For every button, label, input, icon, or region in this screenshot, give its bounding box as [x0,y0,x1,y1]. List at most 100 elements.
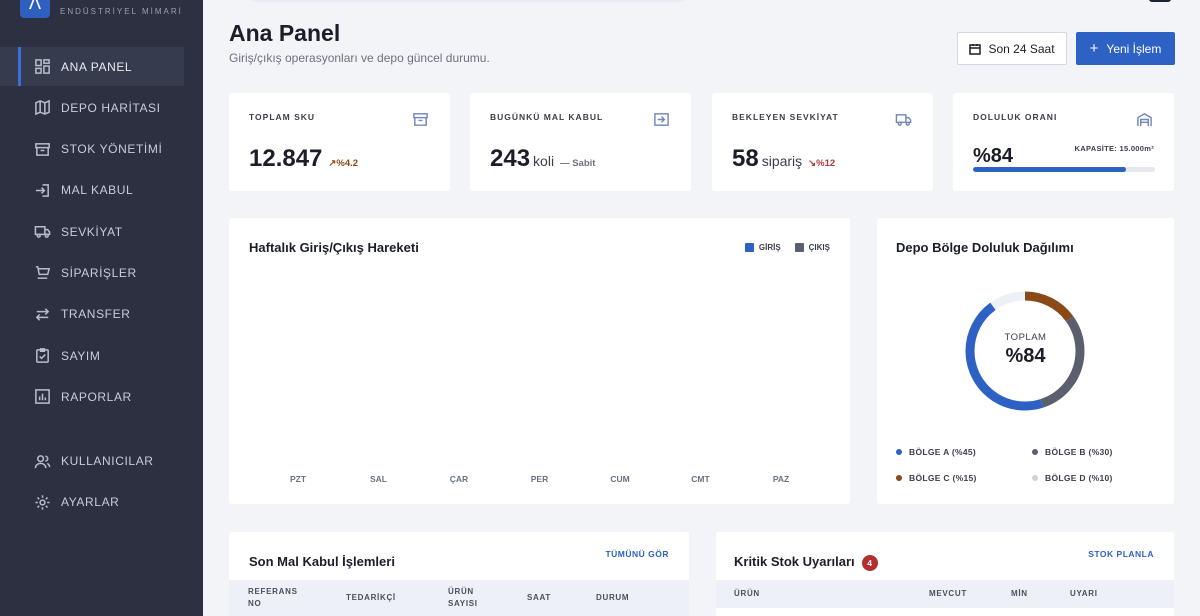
stat-card-receipts-today: BUGÜNKÜ MAL KABUL 243 koli — Sabit [470,93,691,191]
sidebar-item-label: SİPARİŞLER [61,265,137,280]
calendar-icon [969,43,982,55]
critical-title: Kritik Stok Uyarıları 4 [734,554,878,571]
stat-delta: ↗%4.2 [328,158,359,169]
cart-icon [33,264,51,282]
plus-icon: + [1089,40,1099,57]
brand-subtitle: ENDÜSTRİYEL MİMARİ [60,7,183,16]
legend-item-giris: GİRİŞ [744,243,781,252]
sidebar-item-sevkiyat[interactable]: SEVKİYAT [0,212,203,251]
zone-legend-b: BÖLGE B (%30) [1032,447,1113,457]
x-tick-label: PER [531,474,548,484]
donut-segment-a[interactable] [965,291,1085,411]
sidebar-item-label: STOK YÖNETİMİ [61,142,163,157]
column-header[interactable]: REFERANS NO [248,587,298,608]
sidebar-item-sayim[interactable]: SAYIM [0,336,203,375]
swap-arrows-icon [33,305,51,323]
time-range-label: Son 24 Saat [988,41,1055,56]
recent-receipts-card: Son Mal Kabul İşlemleri TÜMÜNÜ GÖR REFER… [229,532,689,616]
stat-value: %84 [973,145,1014,167]
sidebar-item-ayarlar[interactable]: AYARLAR [0,483,203,522]
column-header[interactable]: DURUM [596,593,630,602]
x-tick-label: SAL [370,474,387,484]
truck-icon [895,111,913,129]
column-header[interactable]: SAAT [527,593,551,602]
dashboard-icon [33,58,51,76]
stat-value: 58 [732,145,759,172]
stat-label: DOLULUK ORANI [973,112,1058,122]
zone-donut-chart [965,291,1085,411]
x-tick-label: ÇAR [450,474,468,484]
sidebar-item-label: AYARLAR [61,495,120,510]
time-range-button[interactable]: Son 24 Saat [957,32,1067,65]
column-header[interactable]: TEDARİKÇİ [346,593,396,602]
sidebar-item-kullanicilar[interactable]: KULLANICILAR [0,442,203,481]
column-header[interactable]: MEVCUT [929,589,967,598]
alert-count-badge: 4 [861,554,878,571]
stat-unit: sipariş [761,153,803,169]
x-tick-label: PZT [290,474,307,484]
weekly-chart-title: Haftalık Giriş/Çıkış Hareketi [249,240,419,255]
stat-card-pending-shipments: BEKLEYEN SEVKİYAT 58 sipariş ↘%12 [712,93,933,191]
login-arrow-icon [33,181,51,199]
new-transaction-button[interactable]: + Yeni İşlem [1076,32,1175,65]
top-search-bar[interactable] [250,0,686,2]
chart-legend: GİRİŞ ÇIKIŞ [731,243,830,252]
new-transaction-label: Yeni İşlem [1106,41,1162,56]
sidebar-item-label: DEPO HARİTASI [61,100,161,115]
zone-legend-d: BÖLGE D (%10) [1032,473,1113,483]
weekly-movement-card: Haftalık Giriş/Çıkış Hareketi GİRİŞ ÇIKI… [229,218,850,504]
sidebar-item-label: KULLANICILAR [61,454,154,469]
x-tick-label: CMT [691,474,710,484]
critical-stock-card: Kritik Stok Uyarıları 4 STOK PLANLA ÜRÜN … [716,532,1174,616]
column-header[interactable]: UYARI [1070,589,1098,598]
zone-legend-a: BÖLGE A (%45) [896,447,976,457]
stat-unit: koli [533,153,555,169]
stat-card-total-sku: TOPLAM SKU 12.847 ↗%4.2 [229,93,450,191]
sidebar-item-siparisler[interactable]: SİPARİŞLER [0,253,203,292]
report-chart-icon [33,388,51,406]
view-all-link[interactable]: TÜMÜNÜ GÖR [605,549,669,559]
page-title: Ana Panel [229,20,341,46]
stat-label: BEKLEYEN SEVKİYAT [732,112,839,122]
column-header[interactable]: MİN [1011,589,1028,598]
occupancy-progress-bar [973,167,1155,172]
brand-logo[interactable]: Λ [20,0,50,18]
x-tick-label: PAZ [773,474,789,484]
column-header[interactable]: ÜRÜN [734,589,760,598]
plan-stock-link[interactable]: STOK PLANLA [1088,549,1154,559]
sidebar-item-label: SEVKİYAT [61,224,123,239]
zone-chart-title: Depo Bölge Doluluk Dağılımı [896,240,1074,255]
stat-label: TOPLAM SKU [249,112,316,122]
sidebar-item-depo-haritasi[interactable]: DEPO HARİTASI [0,88,203,127]
sidebar: Λ ENDÜSTRİYEL MİMARİ ANA PANEL DEPO HARİ… [0,0,203,616]
donut-center-value: %84 [1005,345,1046,367]
warehouse-icon [1136,111,1154,129]
sidebar-item-stok-yonetimi[interactable]: STOK YÖNETİMİ [0,130,203,169]
archive-box-icon [412,111,430,129]
zone-legend-c: BÖLGE C (%15) [896,473,977,483]
sidebar-item-label: ANA PANEL [61,59,133,74]
notification-icon[interactable] [1149,0,1171,2]
sidebar-item-ana-panel[interactable]: ANA PANEL [0,47,184,86]
stat-delta: — Sabit [560,158,596,169]
sidebar-item-label: SAYIM [61,348,101,363]
stat-label: BUGÜNKÜ MAL KABUL [490,112,604,122]
sidebar-item-mal-kabul[interactable]: MAL KABUL [0,171,203,210]
donut-segment-b[interactable] [965,291,1085,411]
sidebar-item-raporlar[interactable]: RAPORLAR [0,377,203,416]
page-subtitle: Giriş/çıkış operasyonları ve depo güncel… [229,51,490,65]
gear-icon [33,493,51,511]
critical-table-header: ÜRÜN MEVCUT MİN UYARI [716,580,1174,608]
stat-delta: ↘%12 [808,158,836,169]
column-header[interactable]: ÜRÜN SAYISI [448,587,478,608]
archive-box-icon [33,140,51,158]
donut-segment-c[interactable] [965,291,1085,411]
weekly-chart-plot: PZT SAL ÇAR PER CUM CMT PAZ [290,474,789,484]
stat-card-occupancy: DOLULUK ORANI %84 KAPASİTE: 15.000m² [953,93,1174,191]
zone-distribution-card: Depo Bölge Doluluk Dağılımı TOPLAM %84 B… [877,218,1174,504]
sidebar-item-label: TRANSFER [61,307,131,322]
capacity-label: KAPASİTE: 15.000m² [1074,144,1154,153]
sidebar-item-label: MAL KABUL [61,183,134,198]
sidebar-item-transfer[interactable]: TRANSFER [0,295,203,334]
sidebar-item-label: RAPORLAR [61,389,132,404]
